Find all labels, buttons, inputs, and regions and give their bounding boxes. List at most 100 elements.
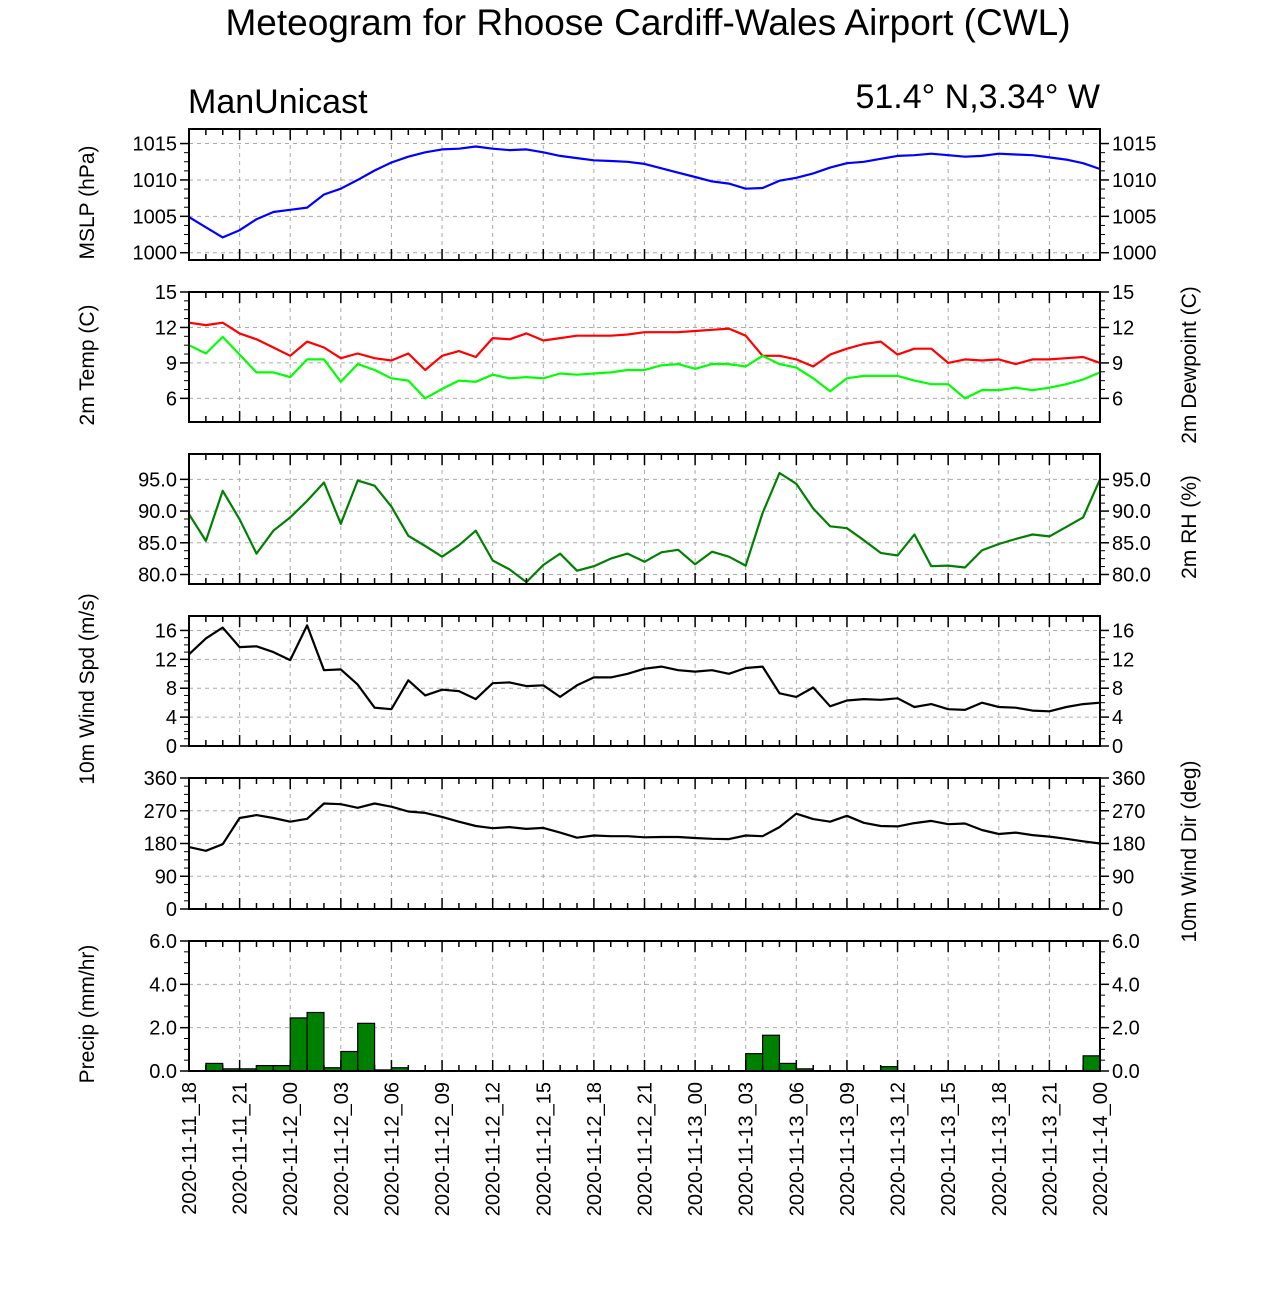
y-tick-label-right: 1010 (1112, 170, 1157, 192)
x-tick-label: 2020-11-12_00 (280, 1082, 302, 1216)
series-line-temp-1 (188, 335, 1101, 400)
y-axis-title-right: 10m Wind Dir (deg) (1178, 760, 1201, 942)
y-tick-label-right: 0.0 (1112, 1061, 1140, 1083)
y-tick-label-right: 80.0 (1112, 564, 1151, 586)
y-axis-title-right: 2m Dewpoint (C) (1178, 286, 1201, 444)
series-line-mslp-0 (188, 145, 1101, 239)
y-tick-label-right: 360 (1112, 768, 1145, 790)
x-tick-label: 2020-11-11_21 (230, 1082, 252, 1215)
x-tick-label: 2020-11-13_06 (786, 1082, 808, 1216)
x-tick-label: 2020-11-12_06 (381, 1082, 403, 1216)
x-tick-label: 2020-11-12_09 (432, 1082, 454, 1216)
series-line-rh-0 (188, 471, 1102, 584)
y-tick-label-left: 1000 (133, 243, 178, 265)
y-tick-label-left: 16 (155, 620, 177, 642)
model-label: ManUnicast (188, 83, 368, 121)
y-tick-label-right: 6 (1112, 388, 1123, 410)
y-tick-label-right: 0 (1112, 899, 1123, 921)
y-axis-title-right: 2m RH (%) (1178, 475, 1201, 579)
panel-wspd: 0 0 4 4 8 8 12 12 16 16 10m Wind Spd (m/s) (76, 593, 1134, 784)
panel-rh: 80.0 80.0 85.0 85.0 90.0 90.0 95.0 95.0 2m RH (%… (138, 453, 1201, 586)
y-axis-title-left: 2m Temp (C) (76, 305, 99, 426)
x-tick-label: 2020-11-13_21 (1039, 1082, 1061, 1216)
y-tick-label-right: 8 (1112, 678, 1123, 700)
y-tick-label-right: 0 (1112, 736, 1123, 758)
y-tick-label-left: 1010 (133, 170, 178, 192)
location-label: 51.4° N,3.34° W (855, 78, 1100, 116)
precip-bar (205, 1062, 224, 1072)
y-axis-title-left: 10m Wind Spd (m/s) (76, 593, 99, 784)
y-tick-label-left: 6 (166, 388, 177, 410)
precip-bar (289, 1017, 308, 1072)
x-tick-label: 2020-11-12_21 (635, 1082, 657, 1216)
precip-bar (306, 1011, 325, 1072)
x-axis: 2020-11-11_18 2020-11-11_21 2020-11-12_00 2… (179, 1082, 1112, 1216)
x-tick-label: 2020-11-12_03 (331, 1082, 353, 1216)
y-tick-label-right: 95.0 (1112, 469, 1151, 491)
panel-wdir: 0 0 90 90 180 180 270 270 360 360 10m Wind Dir (de… (144, 760, 1201, 942)
panels-group: 1000 1000 1005 1005 1010 1010 1015 1015 MSLP (hP… (76, 128, 1201, 1083)
x-tick-label: 2020-11-12_12 (483, 1082, 505, 1216)
y-tick-label-left: 85.0 (138, 533, 177, 555)
y-tick-label-right: 9 (1112, 353, 1123, 375)
y-tick-label-left: 360 (144, 768, 177, 790)
chart-title: Meteogram for Rhoose Cardiff-Wales Airpo… (225, 2, 1070, 43)
panel-temp: 6 6 9 9 12 12 15 15 2m Temp (C) 2m Dewpoint (C) (76, 282, 1201, 444)
precip-bar (761, 1034, 781, 1072)
x-tick-label: 2020-11-13_15 (938, 1082, 960, 1216)
y-tick-label-right: 270 (1112, 801, 1145, 823)
y-tick-label-left: 90.0 (138, 501, 177, 523)
x-tick-label: 2020-11-13_00 (685, 1082, 707, 1216)
series-line-wdir-0 (188, 802, 1101, 852)
series-line-wspd-0 (188, 624, 1101, 713)
y-axis-title-left: Precip (mm/hr) (76, 945, 99, 1084)
y-axis-title-left: MSLP (hPa) (76, 146, 99, 260)
y-tick-label-right: 1015 (1112, 134, 1157, 156)
panel-precip: 0.0 0.0 2.0 2.0 4.0 4.0 6.0 6.0 Precip (mm/hr) (76, 931, 1140, 1083)
y-tick-label-right: 6.0 (1112, 931, 1140, 953)
y-tick-label-right: 4.0 (1112, 974, 1140, 996)
x-tick-label: 2020-11-14_00 (1090, 1082, 1112, 1216)
y-tick-label-left: 4.0 (149, 974, 177, 996)
y-tick-label-left: 95.0 (138, 469, 177, 491)
x-tick-label: 2020-11-12_18 (584, 1082, 606, 1216)
y-tick-label-left: 180 (144, 834, 177, 856)
y-tick-label-left: 1015 (133, 134, 178, 156)
x-tick-label: 2020-11-12_15 (533, 1082, 555, 1216)
y-tick-label-left: 80.0 (138, 564, 177, 586)
precip-bar (1082, 1055, 1101, 1072)
y-tick-label-left: 0.0 (149, 1061, 177, 1083)
y-tick-label-right: 85.0 (1112, 533, 1151, 555)
y-tick-label-right: 15 (1112, 282, 1134, 304)
y-tick-label-right: 12 (1112, 317, 1134, 339)
precip-bar (357, 1022, 376, 1072)
y-tick-label-left: 8 (166, 678, 177, 700)
y-tick-label-right: 1005 (1112, 206, 1157, 228)
y-tick-label-left: 9 (166, 353, 177, 375)
y-tick-label-right: 12 (1112, 649, 1134, 671)
y-tick-label-right: 4 (1112, 707, 1123, 729)
y-tick-label-left: 90 (155, 866, 177, 888)
y-tick-label-left: 0 (166, 899, 177, 921)
y-tick-label-left: 2.0 (149, 1018, 177, 1040)
panel-mslp: 1000 1000 1005 1005 1010 1010 1015 1015 MSLP (hP… (76, 128, 1157, 265)
y-tick-label-left: 270 (144, 801, 177, 823)
y-tick-label-right: 180 (1112, 834, 1145, 856)
y-tick-label-left: 12 (155, 649, 177, 671)
x-tick-label: 2020-11-13_18 (989, 1082, 1011, 1216)
y-tick-label-left: 6.0 (149, 931, 177, 953)
y-tick-label-right: 2.0 (1112, 1018, 1140, 1040)
y-tick-label-left: 4 (166, 707, 177, 729)
precip-bar (340, 1050, 359, 1072)
y-tick-label-left: 1005 (133, 206, 178, 228)
precip-bar (778, 1062, 797, 1072)
y-tick-label-right: 90 (1112, 866, 1134, 888)
x-tick-label: 2020-11-13_12 (888, 1082, 910, 1216)
y-tick-label-left: 15 (155, 282, 177, 304)
y-tick-label-left: 12 (155, 317, 177, 339)
x-tick-label: 2020-11-11_18 (179, 1082, 201, 1215)
y-tick-label-right: 1000 (1112, 243, 1157, 265)
series-line-temp-0 (188, 321, 1101, 372)
y-tick-label-right: 90.0 (1112, 501, 1151, 523)
